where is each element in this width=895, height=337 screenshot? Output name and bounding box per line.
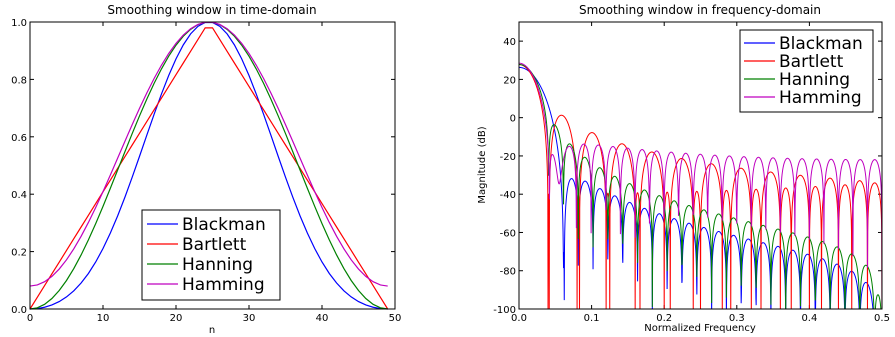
y-tick-label: -40	[500, 190, 516, 201]
legend-label-hamming: Hamming	[182, 275, 265, 295]
series-line-hamming	[519, 62, 882, 309]
series-line-bartlett	[29, 27, 389, 310]
y-tick-label: 0.2	[11, 248, 27, 259]
y-tick-label: 1.0	[11, 18, 27, 29]
frequency-domain-chart: Smoothing window in frequency-domain 0.0…	[477, 3, 890, 334]
y-tick-label: 0.6	[11, 133, 27, 144]
x-tick-label: 0.5	[874, 313, 890, 324]
x-tick-label: 50	[389, 313, 402, 324]
x-tick-label: 0.3	[729, 313, 745, 324]
y-tick-label: -60	[500, 228, 516, 239]
freq-chart-title: Smoothing window in frequency-domain	[579, 3, 821, 17]
x-tick-label: 10	[97, 313, 110, 324]
freq-chart-xlabel: Normalized Frequency	[644, 323, 756, 334]
x-tick-label: 0.2	[656, 313, 672, 324]
y-tick-label: 0.4	[11, 190, 27, 201]
legend-label-bartlett: Bartlett	[182, 235, 247, 255]
time-chart-title: Smoothing window in time-domain	[107, 3, 316, 17]
y-tick-label: 20	[503, 75, 516, 86]
x-tick-label: 20	[170, 313, 183, 324]
legend-label-blackman: Blackman	[182, 215, 266, 235]
x-tick-label: 0.0	[511, 313, 527, 324]
x-tick-label: 40	[316, 313, 329, 324]
legend-label-hamming: Hamming	[779, 88, 862, 108]
time-chart-xlabel: n	[209, 325, 215, 336]
x-tick-label: 30	[243, 313, 256, 324]
y-tick-label: -20	[500, 152, 516, 163]
y-tick-label: 0	[510, 114, 516, 125]
y-tick-label: 0.0	[11, 305, 27, 316]
series-line-hanning	[519, 64, 882, 309]
freq-chart-plot-area	[519, 62, 882, 309]
legend-label-blackman: Blackman	[779, 34, 863, 54]
legend-label-bartlett: Bartlett	[779, 52, 844, 72]
x-tick-label: 0.1	[584, 313, 600, 324]
legend-label-hanning: Hanning	[779, 70, 850, 90]
time-chart-legend: Blackman Bartlett Hanning Hamming	[141, 209, 281, 301]
y-tick-label: -80	[500, 267, 516, 278]
freq-chart-ylabel: Magnitude (dB)	[477, 126, 488, 203]
x-tick-label: 0	[27, 313, 33, 324]
time-domain-chart: Smoothing window in time-domain 0 10 20 30 4…	[11, 3, 401, 336]
x-tick-label: 0.4	[801, 313, 817, 324]
time-chart-frame	[29, 21, 396, 310]
freq-chart-legend: Blackman Bartlett Hanning Hamming	[739, 29, 874, 113]
legend-label-hanning: Hanning	[182, 255, 253, 275]
freq-chart-frame	[518, 21, 883, 310]
y-tick-label: -100	[493, 305, 516, 316]
y-tick-label: 0.8	[11, 75, 27, 86]
y-tick-label: 40	[503, 37, 516, 48]
